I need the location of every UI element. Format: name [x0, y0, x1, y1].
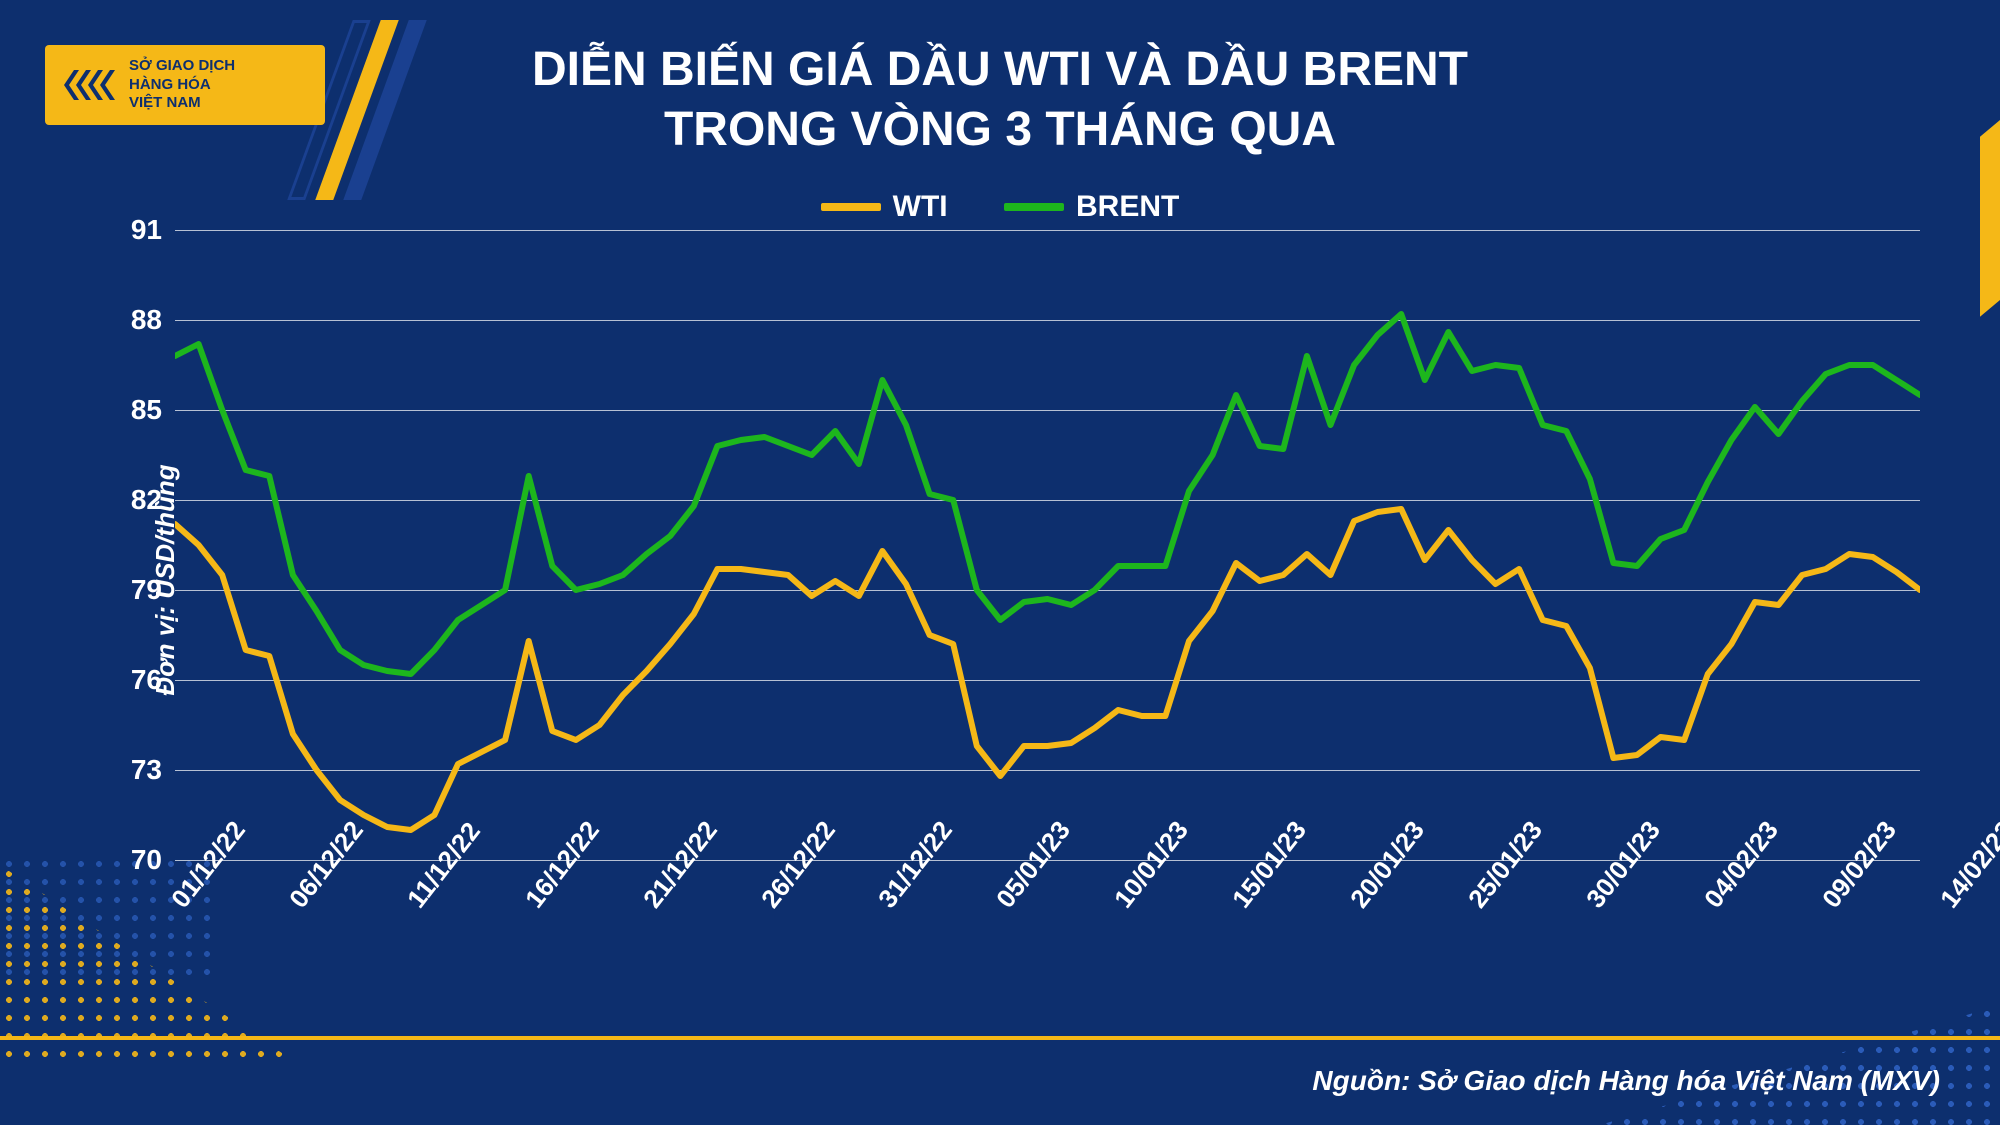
y-tick-label: 88 [112, 304, 162, 336]
y-tick-label: 79 [112, 574, 162, 606]
x-tick-label: 14/02/23 [1934, 815, 2000, 914]
y-tick-label: 70 [112, 844, 162, 876]
legend-label-wti: WTI [893, 190, 948, 224]
decor-bottom-line [0, 1036, 2000, 1040]
series-line-brent [175, 314, 1920, 674]
legend-label-brent: BRENT [1076, 190, 1179, 224]
chart-title: DIỄN BIẾN GIÁ DẦU WTI VÀ DẦU BRENT TRONG… [0, 40, 2000, 160]
legend-item-brent: BRENT [1004, 190, 1179, 224]
y-tick-label: 76 [112, 664, 162, 696]
chart-area: Đơn vị: USD/thùng 7073767982858891 01/12… [120, 230, 1920, 930]
line-plot [175, 230, 1920, 860]
y-tick-label: 91 [112, 214, 162, 246]
y-tick-label: 82 [112, 484, 162, 516]
title-line1: DIỄN BIẾN GIÁ DẦU WTI VÀ DẦU BRENT [0, 40, 2000, 100]
legend: WTI BRENT [0, 185, 2000, 224]
legend-item-wti: WTI [821, 190, 948, 224]
y-tick-label: 85 [112, 394, 162, 426]
y-tick-label: 73 [112, 754, 162, 786]
legend-swatch-wti [821, 203, 881, 211]
legend-swatch-brent [1004, 203, 1064, 211]
source-attribution: Nguồn: Sở Giao dịch Hàng hóa Việt Nam (M… [1312, 1065, 1940, 1097]
series-line-wti [175, 509, 1920, 830]
title-line2: TRONG VÒNG 3 THÁNG QUA [0, 100, 2000, 160]
